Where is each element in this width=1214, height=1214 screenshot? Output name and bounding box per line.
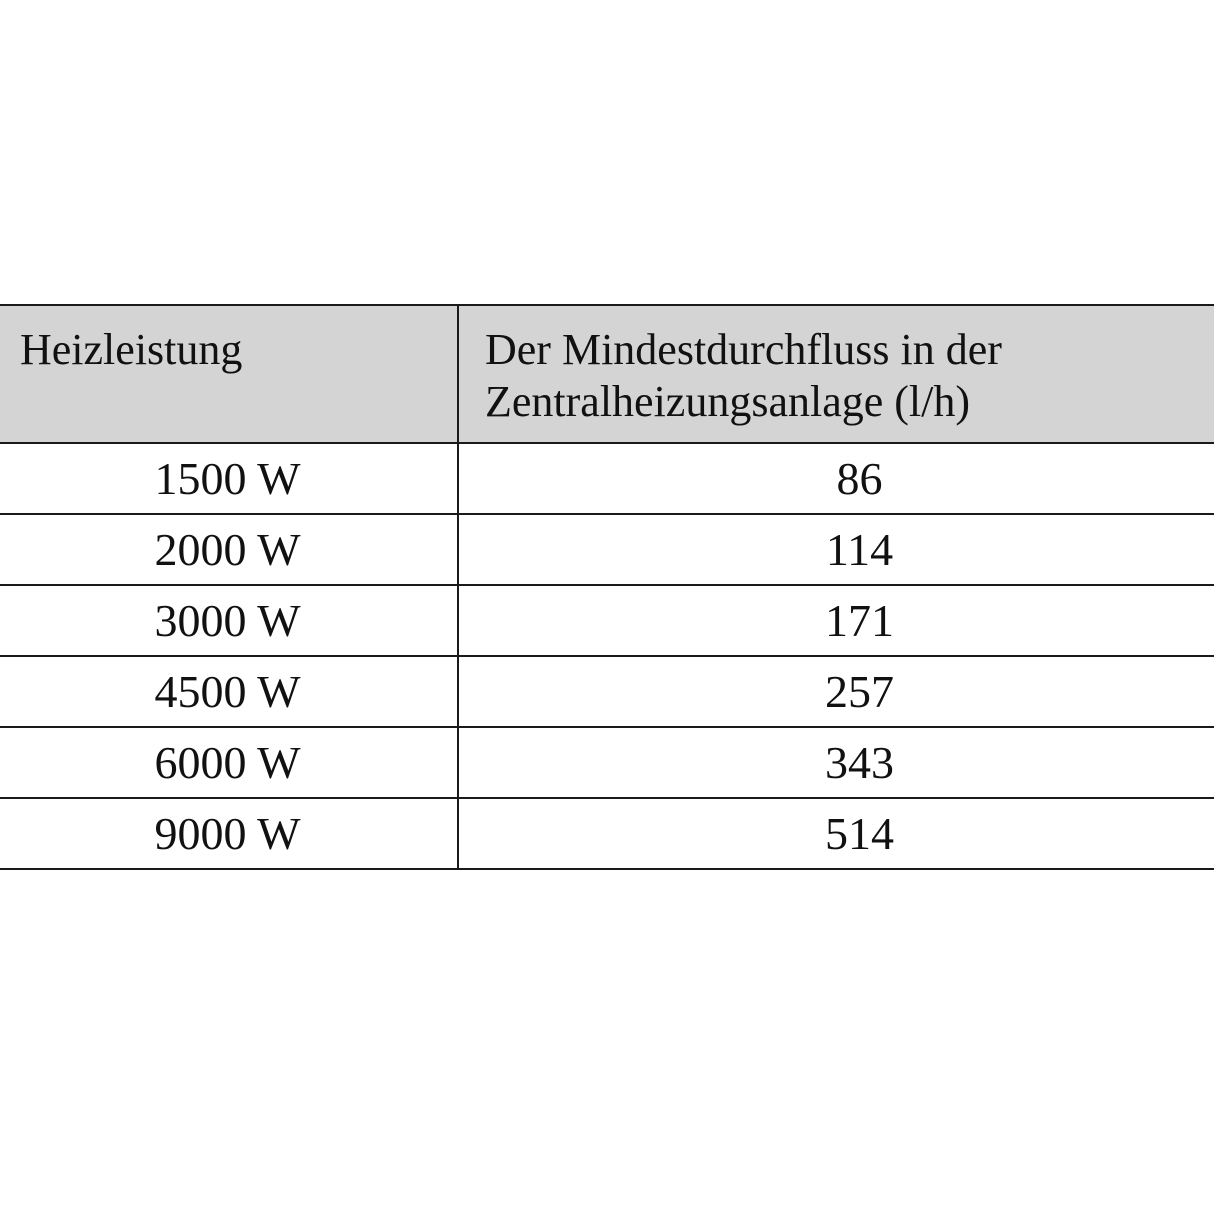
table-row: 2000 W 114: [0, 513, 1214, 586]
minimum-flow-cell: 86: [458, 442, 1214, 515]
minimum-flow-cell: 514: [458, 797, 1214, 870]
minimum-flow-cell: 171: [458, 584, 1214, 657]
heating-power-cell: 3000 W: [0, 584, 459, 657]
heating-power-cell: 1500 W: [0, 442, 459, 515]
table-row: 3000 W 171: [0, 584, 1214, 657]
header-minimum-flow: Der Mindestdurchfluss in der Zentralheiz…: [458, 304, 1214, 444]
table-row: 4500 W 257: [0, 655, 1214, 728]
minimum-flow-cell: 257: [458, 655, 1214, 728]
minimum-flow-cell: 343: [458, 726, 1214, 799]
heating-power-cell: 6000 W: [0, 726, 459, 799]
minimum-flow-cell: 114: [458, 513, 1214, 586]
flow-rate-table: Heizleistung Der Mindestdurchfluss in de…: [0, 304, 1214, 870]
heating-power-cell: 9000 W: [0, 797, 459, 870]
table-row: 6000 W 343: [0, 726, 1214, 799]
header-heating-power: Heizleistung: [0, 304, 459, 444]
heating-power-cell: 2000 W: [0, 513, 459, 586]
header-row: Heizleistung Der Mindestdurchfluss in de…: [0, 304, 1214, 444]
table-row: 1500 W 86: [0, 442, 1214, 515]
table-row: 9000 W 514: [0, 797, 1214, 870]
heating-power-cell: 4500 W: [0, 655, 459, 728]
